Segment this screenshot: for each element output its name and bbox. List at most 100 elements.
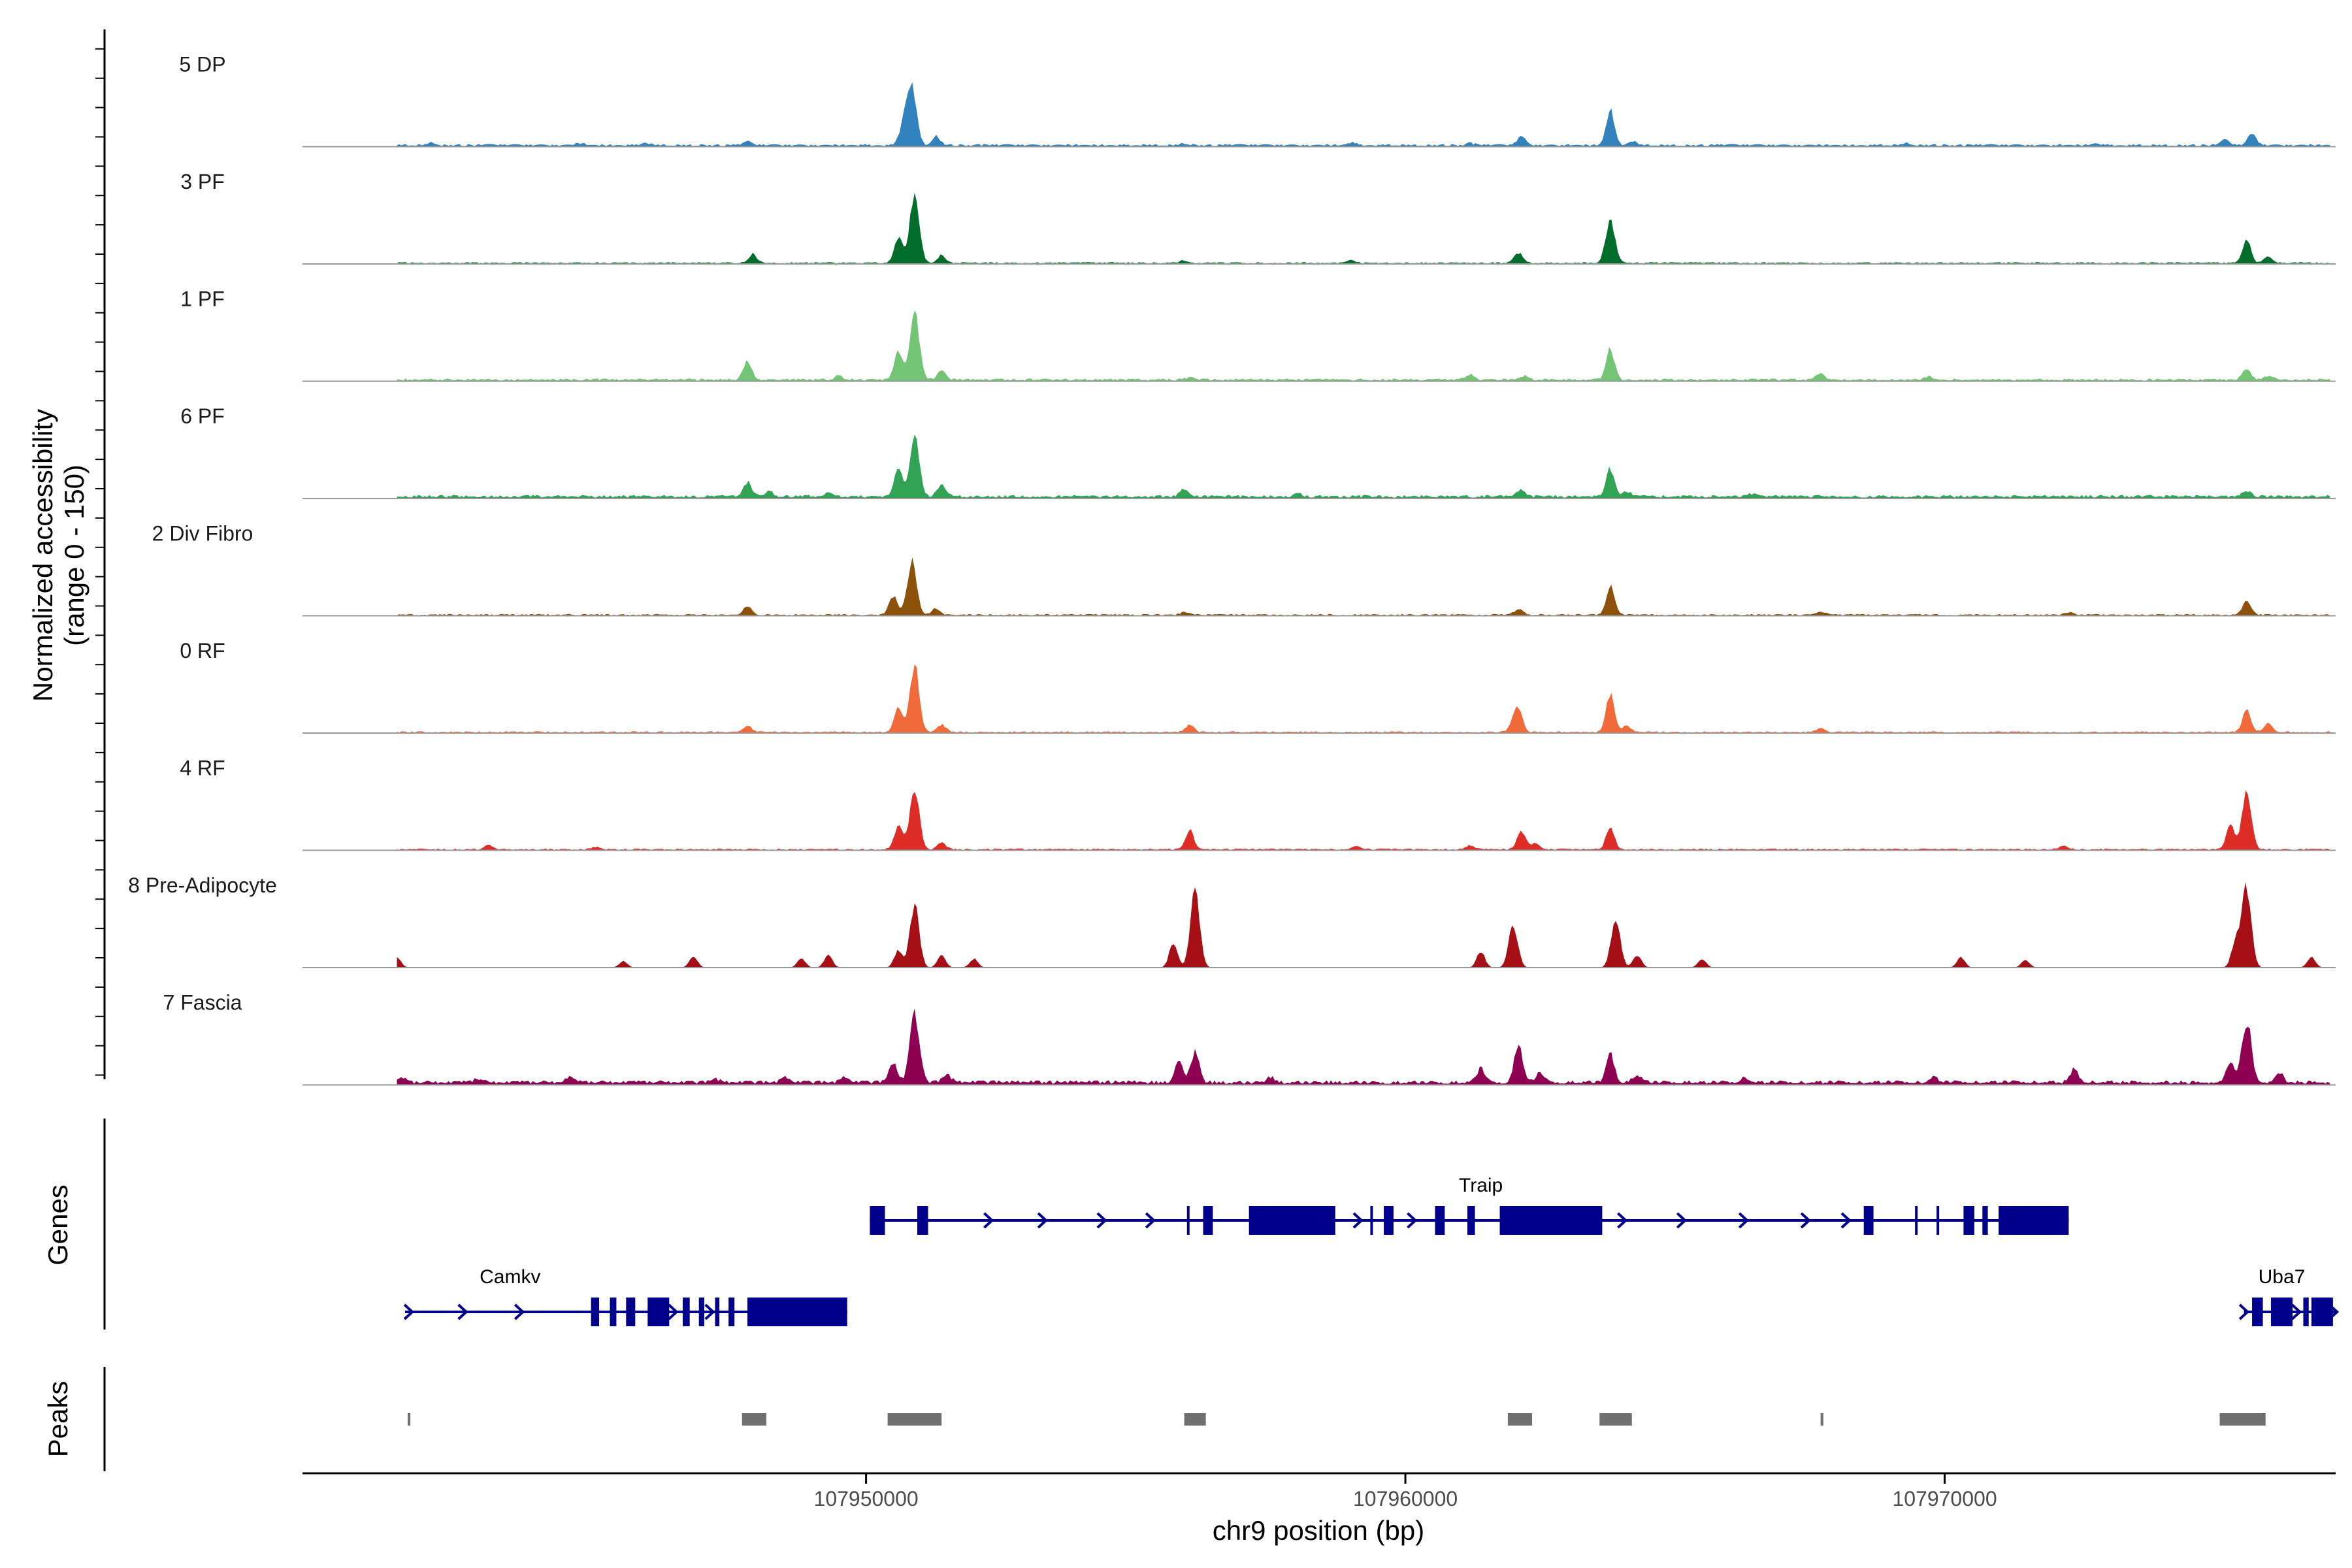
gene-exon — [698, 1298, 704, 1326]
strand-arrow — [1617, 1212, 1628, 1229]
track-label: 2 Div Fibro — [152, 522, 253, 546]
track-label: 3 PF — [180, 170, 225, 193]
track-5: 0 RF — [180, 639, 2336, 734]
track-label: 1 PF — [180, 287, 225, 311]
peak-region — [887, 1413, 942, 1426]
track-label: 5 DP — [179, 53, 225, 76]
gene-exon — [1999, 1206, 2069, 1235]
x-tick-label: 107950000 — [814, 1487, 919, 1511]
gene-exon — [715, 1298, 720, 1326]
gene-exon — [917, 1206, 928, 1235]
peak-region — [1820, 1413, 1823, 1426]
track-7: 8 Pre-Adipocyte — [128, 874, 2336, 968]
track-label: 0 RF — [180, 639, 225, 662]
gene-exon — [1499, 1206, 1603, 1235]
y-axis-title: Normalized accessibility — [27, 409, 58, 702]
strand-arrow — [1096, 1212, 1107, 1229]
gene-traip: Traip — [870, 1175, 2069, 1235]
x-axis-title: chr9 position (bp) — [1213, 1515, 1425, 1546]
gene-exon — [1435, 1206, 1445, 1235]
strand-arrow — [403, 1303, 415, 1320]
track-3: 6 PF — [180, 404, 2336, 499]
track-coverage-area — [397, 192, 2330, 264]
track-coverage-area — [397, 882, 2330, 968]
track-1: 3 PF — [180, 170, 2336, 265]
track-coverage-area — [397, 434, 2330, 498]
gene-annotation-track: Traip Camkv Uba7 — [403, 1175, 2340, 1326]
track-4: 2 Div Fibro — [152, 522, 2336, 617]
peak-region — [407, 1413, 411, 1426]
gene-label: Camkv — [480, 1266, 540, 1288]
strand-arrow — [2238, 1303, 2250, 1320]
strand-arrow — [983, 1212, 994, 1229]
gene-exon — [1915, 1206, 1918, 1235]
strand-arrow — [1800, 1212, 1812, 1229]
track-label: 8 Pre-Adipocyte — [128, 874, 277, 897]
gene-label: Traip — [1459, 1175, 1503, 1196]
peaks-panel-title: Peaks — [42, 1381, 73, 1458]
strand-arrow — [1037, 1212, 1048, 1229]
strand-arrow — [1352, 1212, 1364, 1229]
strand-arrow — [1407, 1212, 1418, 1229]
strand-arrow — [457, 1303, 468, 1320]
y-axis-range: (range 0 - 150) — [59, 465, 90, 646]
genes-panel-title: Genes — [42, 1184, 73, 1266]
strand-arrow — [514, 1303, 525, 1320]
gene-camkv: Camkv — [403, 1266, 847, 1326]
gene-exon — [870, 1206, 885, 1235]
strand-arrow — [1145, 1212, 1156, 1229]
peak-track — [407, 1413, 2266, 1426]
peak-region — [1184, 1413, 1206, 1426]
track-2: 1 PF — [180, 287, 2336, 382]
gene-exon — [682, 1298, 690, 1326]
gene-exon — [1936, 1206, 1940, 1235]
track-coverage-area — [397, 790, 2330, 851]
gene-exon — [591, 1298, 600, 1326]
gene-uba7: Uba7 — [2238, 1266, 2340, 1326]
gene-exon — [1467, 1206, 1475, 1235]
gene-exon — [610, 1298, 617, 1326]
gene-exon — [1863, 1206, 1874, 1235]
track-coverage-area — [397, 82, 2330, 147]
gene-exon — [2303, 1298, 2309, 1326]
track-0: 5 DP — [179, 53, 2336, 148]
gene-exon — [2252, 1298, 2263, 1326]
gene-exon — [647, 1298, 670, 1326]
track-8: 7 Fascia — [163, 991, 2336, 1086]
gene-exon — [1963, 1206, 1974, 1235]
gene-exon — [1384, 1206, 1394, 1235]
strand-arrow — [1840, 1212, 1852, 1229]
track-coverage-area — [397, 664, 2330, 733]
track-6: 4 RF — [180, 757, 2336, 851]
peak-region — [742, 1413, 766, 1426]
strand-arrow — [1738, 1212, 1750, 1229]
peak-region — [1507, 1413, 1533, 1426]
peak-region — [2219, 1413, 2266, 1426]
gene-exon — [747, 1298, 847, 1326]
track-coverage-area — [397, 1008, 2330, 1085]
gene-exon — [1370, 1206, 1373, 1235]
gene-exon — [2311, 1298, 2333, 1326]
track-label: 6 PF — [180, 404, 225, 428]
x-axis-ticks: 107950000 107960000 107970000 — [814, 1473, 1997, 1511]
gene-exon — [1203, 1206, 1213, 1235]
strand-arrow — [668, 1303, 679, 1320]
track-label: 7 Fascia — [163, 991, 242, 1015]
gene-exon — [626, 1298, 636, 1326]
gene-exon — [728, 1298, 735, 1326]
gene-exon — [1186, 1206, 1190, 1235]
strand-arrow — [2291, 1303, 2302, 1320]
gene-exon — [1249, 1206, 1335, 1235]
track-coverage-area — [397, 557, 2330, 616]
coverage-y-axis-ticks — [95, 48, 105, 1076]
gene-label: Uba7 — [2259, 1266, 2306, 1288]
x-tick-label: 107960000 — [1353, 1487, 1458, 1511]
strand-arrow — [704, 1303, 715, 1320]
peak-region — [1599, 1413, 1632, 1426]
x-tick-label: 107970000 — [1892, 1487, 1997, 1511]
coverage-tracks: 5 DP 3 PF 1 PF 6 PF 2 Div Fibro 0 RF 4 RF 8 Pre… — [128, 53, 2336, 1086]
gene-exon — [2270, 1298, 2293, 1326]
track-label: 4 RF — [180, 757, 225, 780]
track-coverage-area — [397, 310, 2330, 382]
